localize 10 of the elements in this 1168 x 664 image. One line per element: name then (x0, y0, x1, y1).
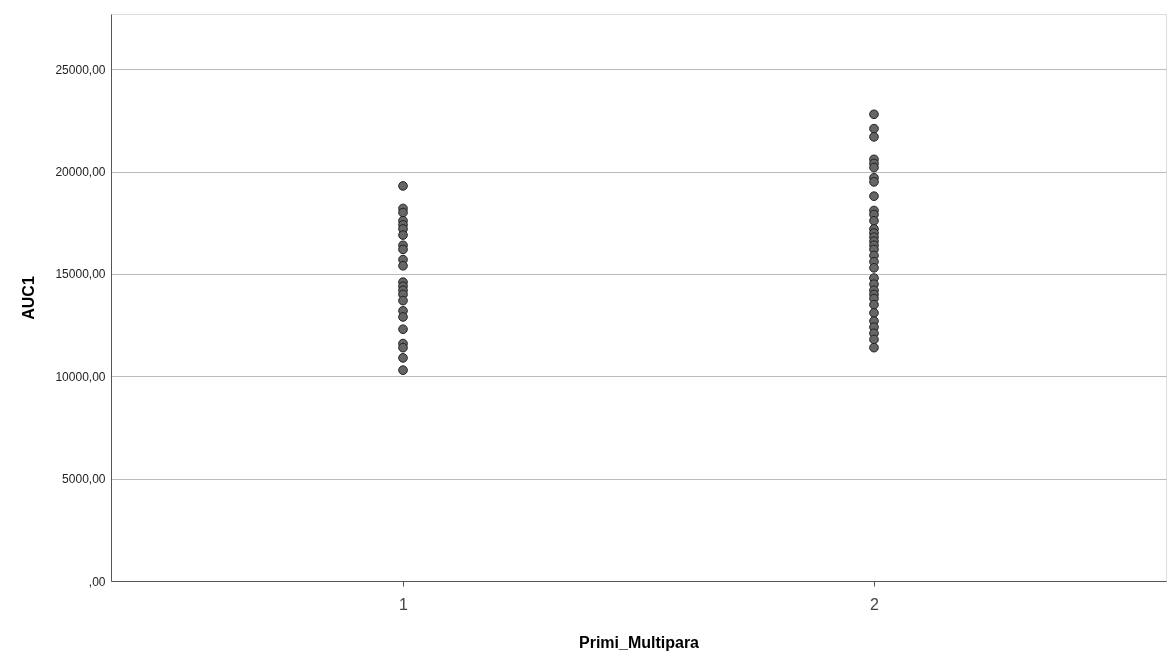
y-tick-label: 25000,00 (55, 62, 106, 77)
y-axis-title: AUC1 (20, 276, 38, 320)
x-tick-label: 1 (399, 595, 409, 613)
y-tick-label: ,00 (88, 574, 106, 589)
x-tick-label: 2 (870, 595, 880, 613)
y-tick-label: 5000,00 (62, 472, 106, 487)
y-tick-label: 10000,00 (55, 369, 106, 384)
x-axis-title: Primi_Multipara (578, 633, 700, 651)
y-tick-label: 15000,00 (55, 267, 106, 282)
y-tick-label: 20000,00 (55, 165, 106, 180)
